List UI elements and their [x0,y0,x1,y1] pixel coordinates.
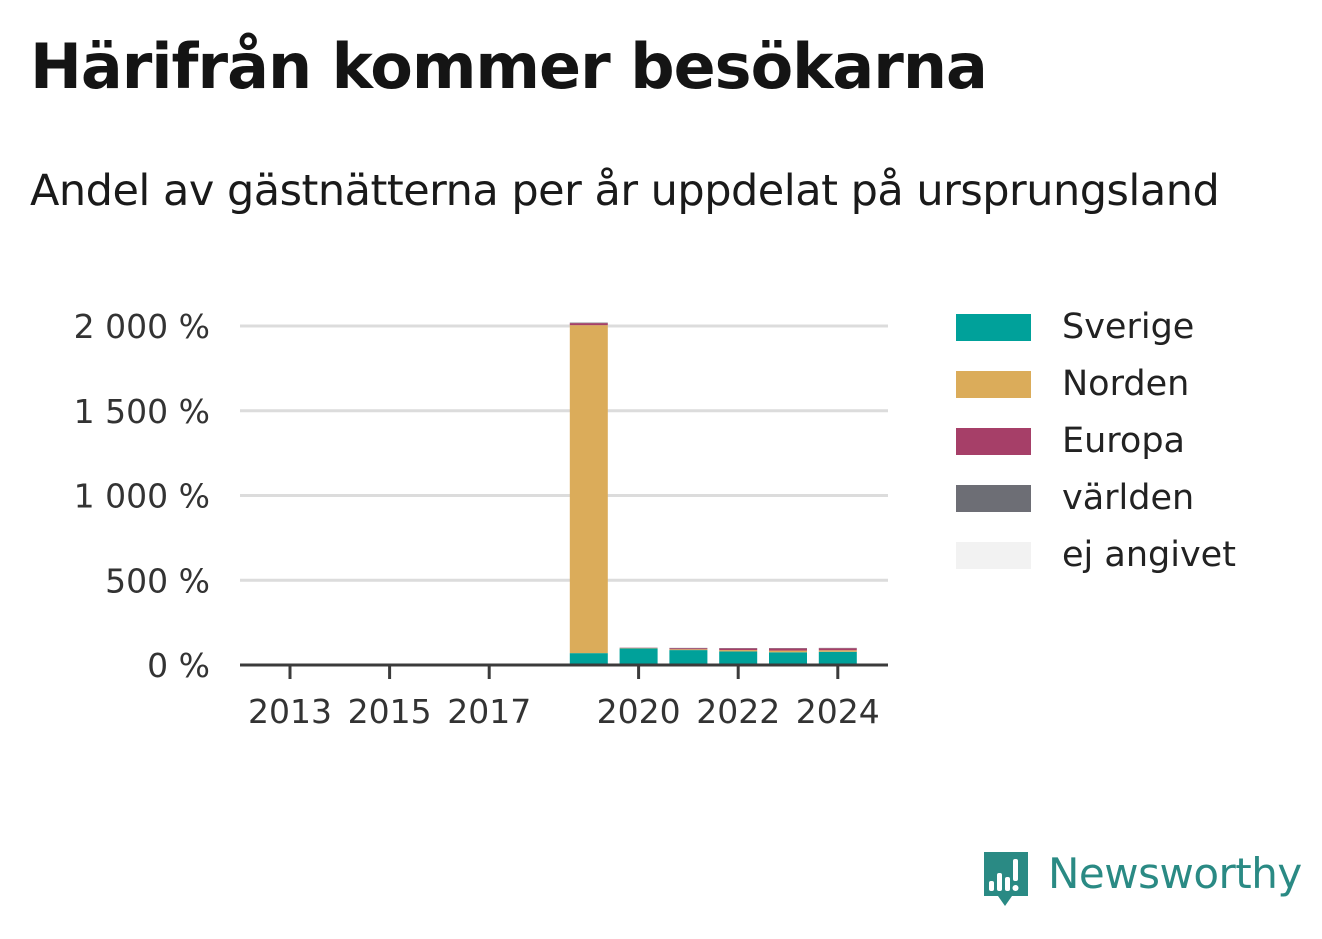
bar-segment [818,651,857,665]
bar-segment [619,648,658,665]
x-tick-label: 2015 [348,692,432,731]
legend-label-varlden: världen [1062,478,1195,518]
bar-segment [569,325,608,654]
bar-segment [669,650,708,665]
bar-segment [719,651,758,665]
legend-label-europa: Europa [1062,421,1185,461]
legend-label-ej-angivet: ej angivet [1062,535,1236,575]
chart-title: Härifrån kommer besökarna [30,30,988,103]
bar-segment [719,650,758,652]
x-tick-label: 2024 [796,692,880,731]
bar-segment [569,653,608,665]
bar-segment [769,652,807,665]
legend-swatch-ej-angivet [956,542,1031,569]
y-tick-label: 1 000 % [74,477,210,516]
legend-swatch-varlden [956,485,1031,512]
legend-label-norden: Norden [1062,364,1190,404]
bar-segment [569,323,608,326]
x-tick-label: 2022 [696,692,780,731]
brand-name: Newsworthy [1048,849,1302,898]
y-tick-label: 0 % [147,646,210,685]
bar-segment [769,650,807,653]
chart-speech-bubble-icon [984,852,1028,906]
bar-segment [569,322,608,324]
x-tick-label: 2013 [248,692,332,731]
bar-segment [669,648,708,650]
y-tick-label: 1 500 % [74,392,210,431]
legend-swatch-norden [956,371,1031,398]
bar-segment [719,648,758,651]
y-tick-label: 500 % [105,561,210,600]
legend-swatch-sverige [956,314,1031,341]
bar-segment [769,648,807,651]
bar-segment [669,649,708,651]
x-tick-label: 2020 [597,692,681,731]
y-tick-label: 2 000 % [74,307,210,346]
bar-segment [818,648,857,651]
chart-subtitle: Andel av gästnätterna per år uppdelat på… [30,166,1220,216]
bar-segment [818,650,857,652]
x-tick-label: 2017 [447,692,531,731]
legend-swatch-europa [956,428,1031,455]
legend-label-sverige: Sverige [1062,307,1195,347]
